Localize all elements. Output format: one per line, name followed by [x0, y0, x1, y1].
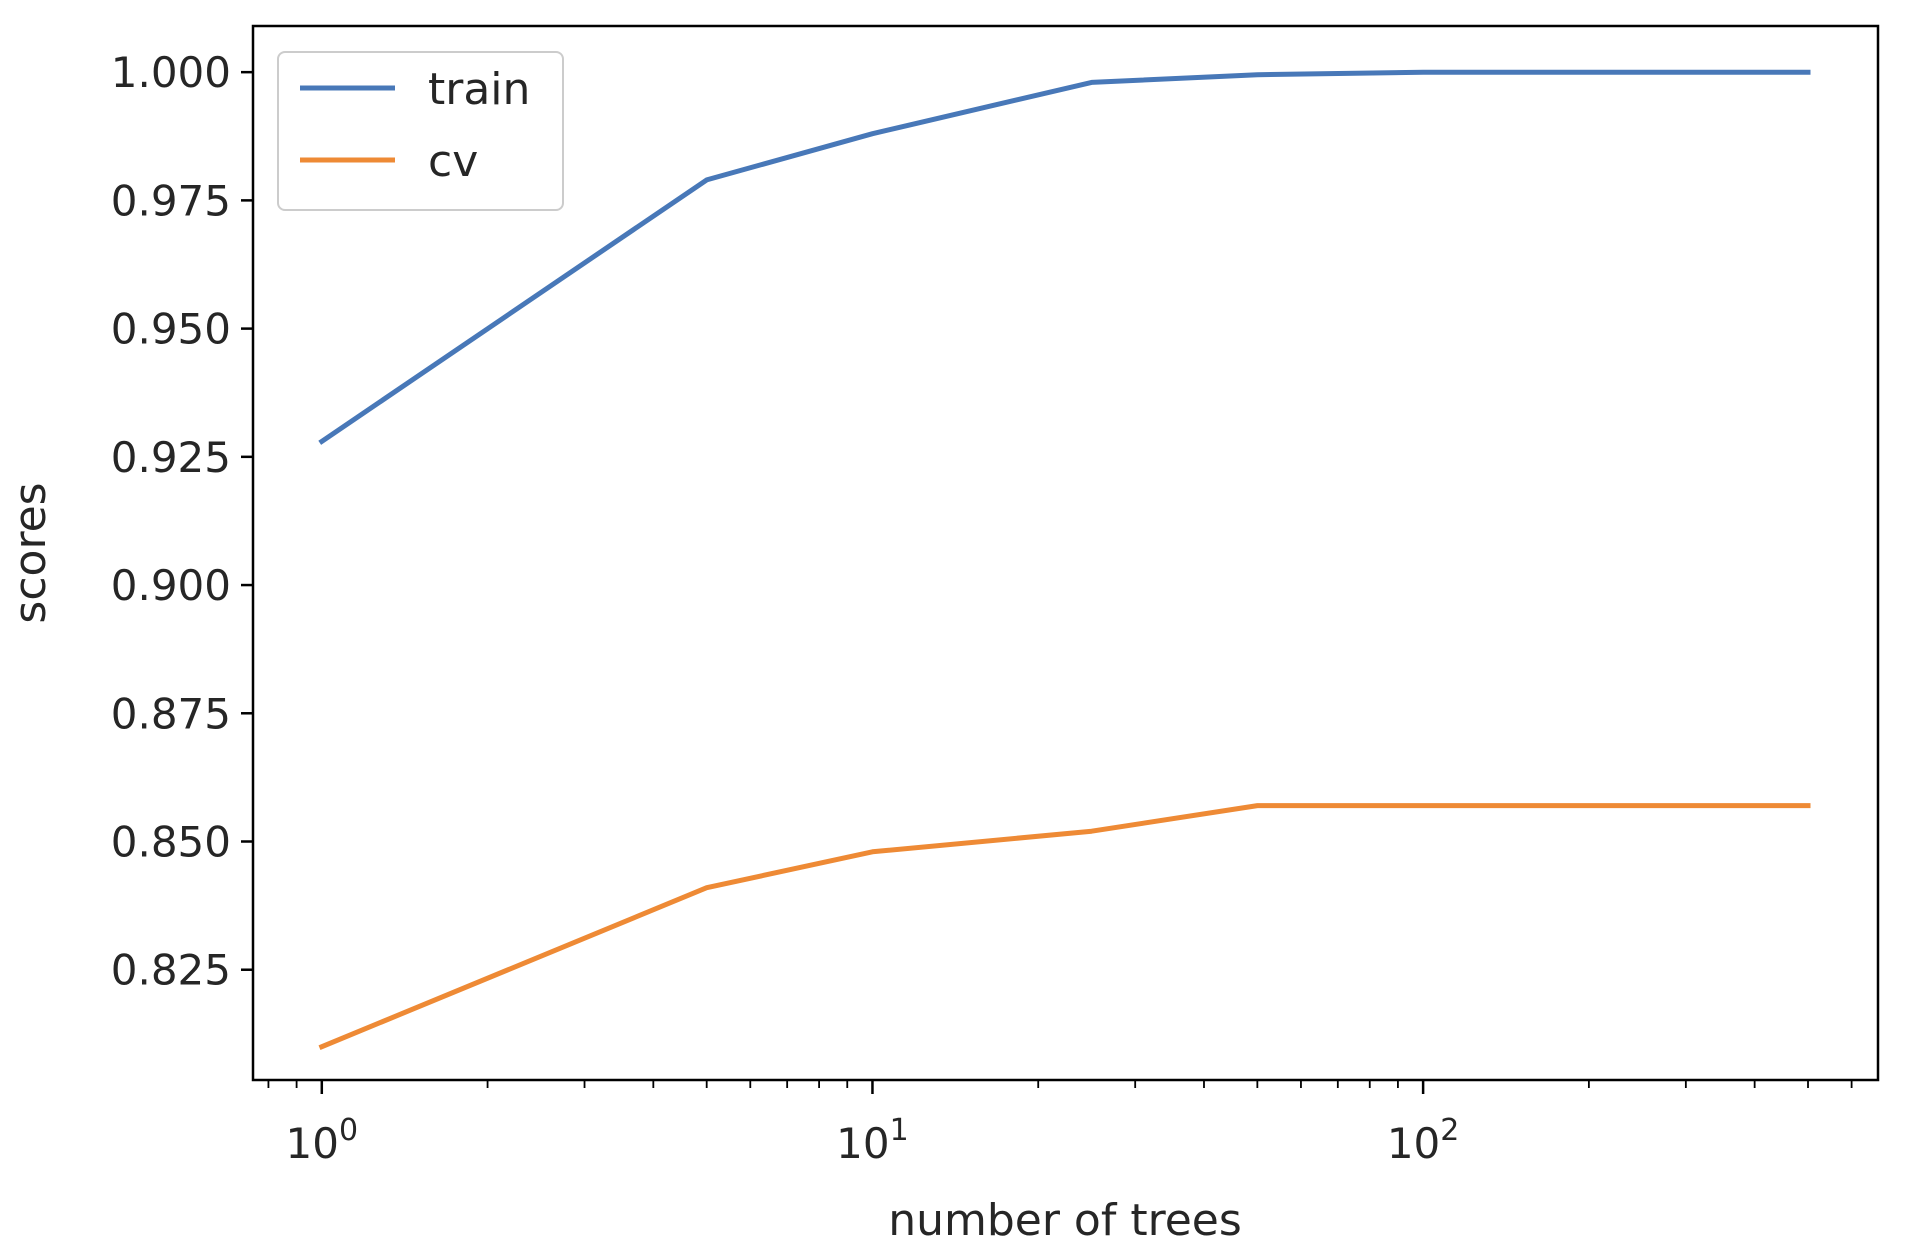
y-tick-label: 0.900 — [111, 561, 231, 610]
plot-frame — [251, 24, 1880, 1082]
y-tick-label: 0.825 — [111, 946, 231, 995]
legend: train cv — [277, 51, 564, 211]
series-lines — [318, 69, 1811, 1050]
series-line-train — [318, 69, 1811, 445]
x-tick-label: 102 — [1387, 1113, 1460, 1168]
y-tick-label: 0.925 — [111, 433, 231, 482]
y-tick-label: 1.000 — [111, 48, 231, 97]
legend-box — [277, 51, 564, 211]
y-tick-label: 0.950 — [111, 305, 231, 354]
y-tick-label: 0.850 — [111, 818, 231, 867]
y-tick-label: 0.975 — [111, 176, 231, 225]
y-axis-label: scores — [5, 482, 56, 623]
series-line-cv — [318, 803, 1811, 1050]
y-tick-label: 0.875 — [111, 689, 231, 738]
x-axis-label: number of trees — [888, 1195, 1242, 1242]
legend-label-train: train — [428, 64, 530, 115]
legend-label-cv: cv — [428, 136, 478, 187]
